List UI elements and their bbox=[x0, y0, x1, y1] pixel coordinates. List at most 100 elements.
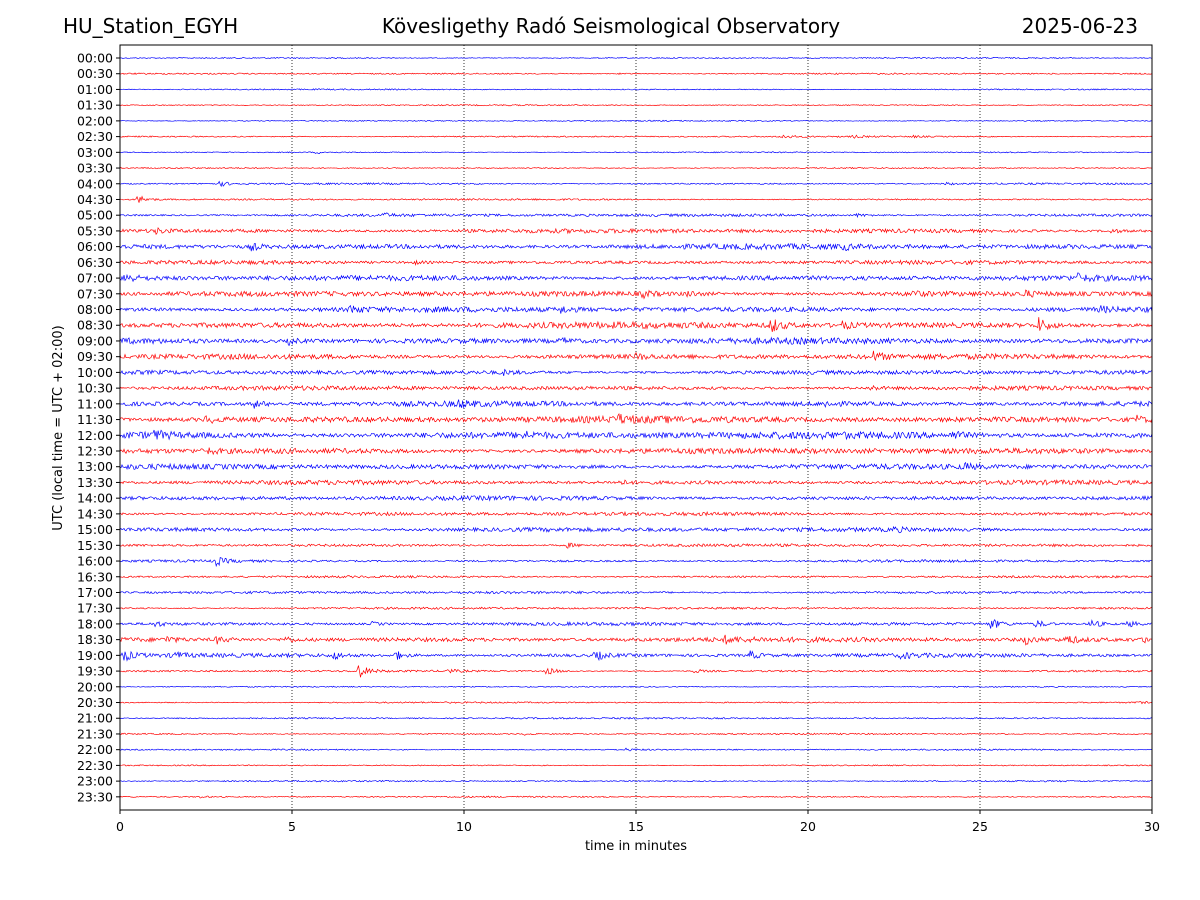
y-tick-label: 14:00 bbox=[77, 491, 113, 506]
y-tick-label: 05:30 bbox=[77, 223, 113, 238]
trace-0230 bbox=[119, 134, 1153, 139]
y-tick-label: 20:30 bbox=[77, 695, 113, 710]
trace-1030 bbox=[119, 384, 1153, 392]
trace-1800 bbox=[119, 618, 1153, 629]
y-tick-label: 23:30 bbox=[77, 789, 113, 804]
trace-0400 bbox=[119, 180, 1153, 188]
y-tick-label: 22:30 bbox=[77, 758, 113, 773]
x-tick-label: 20 bbox=[800, 819, 816, 834]
trace-1330 bbox=[119, 479, 1153, 486]
y-tick-label: 15:00 bbox=[77, 522, 113, 537]
seismic-traces bbox=[119, 56, 1153, 799]
trace-0800 bbox=[119, 304, 1153, 314]
trace-0600 bbox=[119, 242, 1153, 252]
y-tick-label: 18:00 bbox=[77, 616, 113, 631]
y-tick-label: 13:30 bbox=[77, 475, 113, 490]
trace-1530 bbox=[119, 542, 1153, 549]
trace-0130 bbox=[119, 104, 1153, 107]
chart-title: Kövesligethy Radó Seismological Observat… bbox=[381, 14, 841, 38]
y-tick-label: 16:00 bbox=[77, 554, 113, 569]
y-tick-label: 13:00 bbox=[77, 459, 113, 474]
trace-2300 bbox=[119, 779, 1153, 783]
trace-2200 bbox=[119, 747, 1153, 752]
trace-0300 bbox=[119, 151, 1153, 154]
trace-0530 bbox=[119, 227, 1153, 236]
y-tick-label: 00:00 bbox=[77, 51, 113, 66]
trace-1130 bbox=[119, 412, 1153, 424]
trace-0900 bbox=[119, 336, 1153, 346]
y-tick-label: 07:00 bbox=[77, 271, 113, 286]
y-tick-label: 09:30 bbox=[77, 349, 113, 364]
x-tick-label: 5 bbox=[288, 819, 296, 834]
y-tick-label: 06:00 bbox=[77, 239, 113, 254]
x-axis-ticks: 0 5 10 15 20 25 30 bbox=[116, 810, 1160, 834]
trace-0330 bbox=[119, 166, 1153, 170]
y-tick-label: 03:00 bbox=[77, 145, 113, 160]
x-tick-label: 30 bbox=[1144, 819, 1160, 834]
trace-0830 bbox=[119, 317, 1153, 333]
x-tick-label: 10 bbox=[456, 819, 472, 834]
trace-0430 bbox=[119, 195, 1153, 203]
y-axis-ticks: 00:0000:3001:0001:3002:0002:3003:0003:30… bbox=[77, 51, 120, 804]
trace-1500 bbox=[119, 525, 1153, 534]
y-tick-label: 10:00 bbox=[77, 365, 113, 380]
trace-1100 bbox=[119, 399, 1153, 409]
y-tick-label: 12:30 bbox=[77, 444, 113, 459]
y-tick-label: 08:30 bbox=[77, 318, 113, 333]
trace-2000 bbox=[119, 685, 1153, 688]
y-tick-label: 04:00 bbox=[77, 176, 113, 191]
grid-lines bbox=[291, 45, 981, 810]
y-tick-label: 20:00 bbox=[77, 679, 113, 694]
y-tick-label: 22:00 bbox=[77, 742, 113, 757]
y-tick-label: 05:00 bbox=[77, 208, 113, 223]
trace-1000 bbox=[119, 368, 1153, 377]
y-tick-label: 14:30 bbox=[77, 506, 113, 521]
trace-1600 bbox=[119, 556, 1153, 568]
trace-1730 bbox=[119, 606, 1153, 610]
trace-0100 bbox=[119, 88, 1153, 91]
trace-1400 bbox=[119, 494, 1153, 502]
y-tick-label: 11:00 bbox=[77, 396, 113, 411]
trace-1630 bbox=[119, 574, 1153, 579]
trace-2130 bbox=[119, 732, 1153, 736]
y-tick-label: 08:00 bbox=[77, 302, 113, 317]
trace-2030 bbox=[119, 700, 1153, 705]
y-tick-label: 07:30 bbox=[77, 286, 113, 301]
station-name: HU_Station_EGYH bbox=[63, 14, 239, 38]
y-tick-label: 02:00 bbox=[77, 113, 113, 128]
y-tick-label: 10:30 bbox=[77, 381, 113, 396]
x-tick-label: 25 bbox=[972, 819, 988, 834]
y-tick-label: 03:30 bbox=[77, 161, 113, 176]
x-axis-label: time in minutes bbox=[585, 839, 687, 854]
trace-0730 bbox=[119, 289, 1153, 300]
y-axis-label: UTC (local time = UTC + 02:00) bbox=[51, 325, 66, 530]
y-tick-label: 09:00 bbox=[77, 333, 113, 348]
y-tick-label: 02:30 bbox=[77, 129, 113, 144]
x-tick-label: 15 bbox=[628, 819, 644, 834]
y-tick-label: 17:30 bbox=[77, 601, 113, 616]
trace-1900 bbox=[119, 650, 1153, 662]
trace-1430 bbox=[119, 510, 1153, 517]
y-tick-label: 11:30 bbox=[77, 412, 113, 427]
y-tick-label: 21:00 bbox=[77, 711, 113, 726]
y-tick-label: 06:30 bbox=[77, 255, 113, 270]
y-tick-label: 18:30 bbox=[77, 632, 113, 647]
trace-0700 bbox=[119, 272, 1153, 283]
trace-0630 bbox=[119, 259, 1153, 267]
trace-1700 bbox=[119, 590, 1153, 595]
chart-date: 2025-06-23 bbox=[1021, 14, 1138, 38]
y-tick-label: 16:30 bbox=[77, 569, 113, 584]
y-tick-label: 01:00 bbox=[77, 82, 113, 97]
trace-1830 bbox=[119, 634, 1153, 646]
trace-2330 bbox=[119, 795, 1153, 799]
y-tick-label: 01:30 bbox=[77, 98, 113, 113]
trace-1930 bbox=[119, 665, 1153, 678]
trace-0500 bbox=[119, 212, 1153, 219]
x-tick-label: 0 bbox=[116, 819, 124, 834]
trace-2230 bbox=[119, 764, 1153, 767]
y-tick-label: 15:30 bbox=[77, 538, 113, 553]
y-tick-label: 04:30 bbox=[77, 192, 113, 207]
trace-0000 bbox=[119, 56, 1153, 60]
trace-1300 bbox=[119, 461, 1153, 471]
